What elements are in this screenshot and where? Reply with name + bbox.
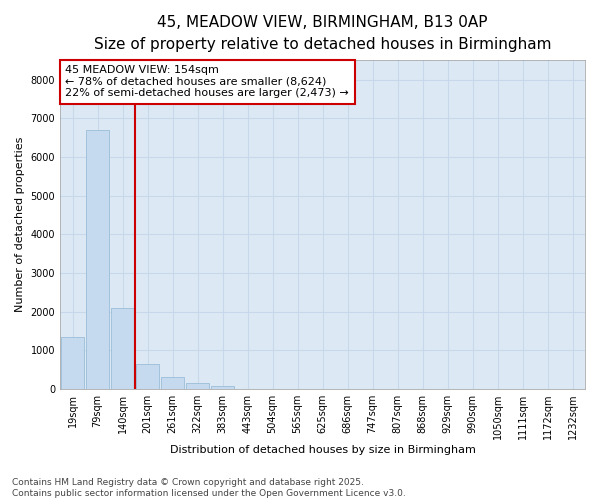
Y-axis label: Number of detached properties: Number of detached properties [15, 137, 25, 312]
Bar [186, 384, 209, 389]
Bar [86, 130, 109, 389]
Text: 45 MEADOW VIEW: 154sqm
← 78% of detached houses are smaller (8,624)
22% of semi-: 45 MEADOW VIEW: 154sqm ← 78% of detached… [65, 65, 349, 98]
Bar [161, 376, 184, 389]
Bar [111, 308, 134, 389]
X-axis label: Distribution of detached houses by size in Birmingham: Distribution of detached houses by size … [170, 445, 475, 455]
Text: Contains HM Land Registry data © Crown copyright and database right 2025.
Contai: Contains HM Land Registry data © Crown c… [12, 478, 406, 498]
Bar [211, 386, 234, 389]
Title: 45, MEADOW VIEW, BIRMINGHAM, B13 0AP
Size of property relative to detached house: 45, MEADOW VIEW, BIRMINGHAM, B13 0AP Siz… [94, 15, 551, 52]
Bar [61, 337, 84, 389]
Bar [136, 364, 159, 389]
